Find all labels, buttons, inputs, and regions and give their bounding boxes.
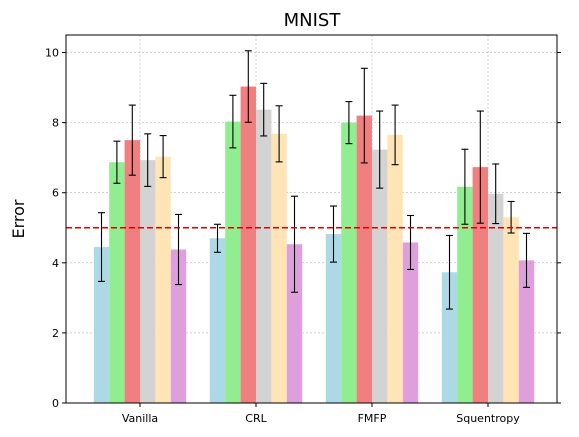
y-axis-ticks: 0 2 4 6 8 10	[45, 47, 561, 410]
bar	[518, 260, 535, 403]
y-axis-label: Error	[9, 199, 28, 238]
axes	[65, 34, 558, 404]
bar	[325, 234, 342, 403]
bar	[109, 162, 125, 403]
bar	[457, 186, 473, 403]
y-tick-label: 10	[45, 47, 59, 60]
y-tick-label: 0	[52, 397, 59, 410]
bar	[271, 133, 287, 403]
bars	[93, 86, 535, 404]
bar	[93, 247, 110, 403]
bar	[341, 122, 357, 403]
bar	[256, 109, 272, 403]
plot-frame	[65, 34, 558, 404]
x-tick-label: Vanilla	[122, 412, 158, 425]
bar	[140, 160, 156, 403]
bar	[503, 217, 519, 403]
bar	[240, 86, 256, 404]
bar	[155, 156, 171, 403]
bar	[387, 134, 403, 403]
bar	[441, 272, 458, 403]
y-tick-label: 6	[52, 187, 59, 200]
bar	[286, 244, 303, 403]
bar	[124, 140, 140, 403]
error-bars	[98, 50, 530, 310]
y-tick-label: 8	[52, 117, 59, 130]
bar	[472, 167, 488, 403]
bar	[356, 115, 372, 403]
bar	[372, 149, 388, 403]
bar	[170, 249, 187, 403]
bar	[402, 242, 419, 403]
chart-title: MNIST	[284, 10, 342, 31]
bar	[225, 121, 241, 403]
bar	[488, 193, 504, 403]
y-tick-label: 2	[52, 327, 59, 340]
x-tick-label: Squentropy	[456, 412, 520, 425]
x-tick-label: FMFP	[358, 412, 387, 425]
x-tick-label: CRL	[245, 412, 267, 425]
x-axis-ticks: Vanilla CRL FMFP Squentropy	[122, 403, 520, 425]
y-tick-label: 4	[52, 257, 59, 270]
bar	[209, 238, 226, 403]
